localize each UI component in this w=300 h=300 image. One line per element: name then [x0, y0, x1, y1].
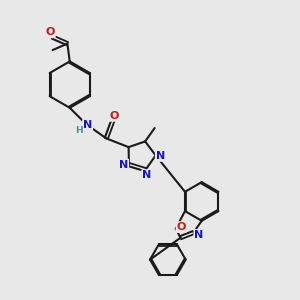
Text: N: N [142, 170, 152, 180]
Text: O: O [45, 27, 55, 37]
Text: N: N [83, 120, 92, 130]
Text: H: H [75, 126, 82, 135]
Text: N: N [156, 151, 165, 161]
Text: N: N [194, 230, 203, 240]
Text: O: O [176, 222, 186, 232]
Text: O: O [109, 111, 119, 121]
Text: N: N [119, 160, 128, 170]
